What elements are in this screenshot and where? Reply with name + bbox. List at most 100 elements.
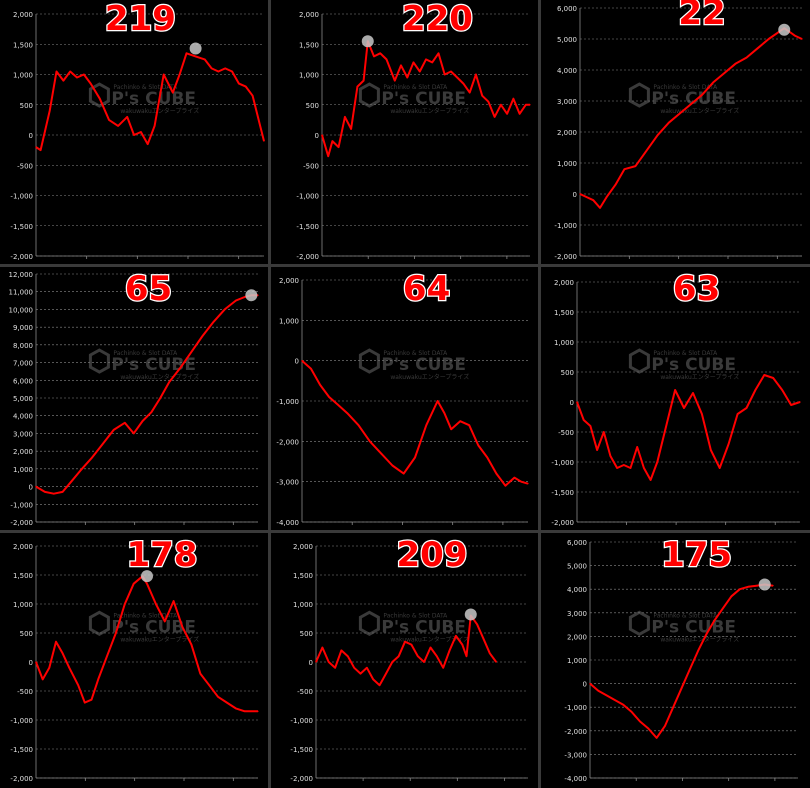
data-point [668, 122, 670, 124]
data-point [754, 389, 756, 391]
data-point [55, 641, 57, 643]
data-point [444, 73, 446, 76]
chart-panel-178: 2,000 1,500 1,000 500 0 -500 -1,000 -1,500 -2,00… [0, 532, 270, 788]
data-point [102, 443, 104, 445]
data-point [338, 146, 340, 148]
watermark-top: Pachinko & Slot DATA [383, 612, 448, 619]
y-tick-label: -2,000 [10, 775, 33, 783]
data-point [347, 655, 349, 657]
data-point [252, 95, 254, 97]
machine-number-label: 22 [678, 0, 725, 33]
data-point [623, 464, 625, 466]
watermark-brand: P's CUBE [381, 355, 466, 375]
data-point [224, 67, 226, 70]
y-tick-label: 500 [300, 630, 313, 638]
y-tick-label: 5,000 [557, 36, 577, 44]
data-point [487, 101, 489, 103]
y-tick-label: -2,000 [296, 253, 319, 261]
data-point [622, 704, 624, 706]
data-point [776, 32, 779, 34]
data-point [257, 294, 259, 296]
watermark-brand: P's CUBE [111, 355, 196, 375]
data-point [319, 384, 321, 386]
watermark-top: Pachinko & Slot DATA [383, 84, 448, 91]
data-point [403, 473, 405, 475]
data-point [745, 407, 748, 409]
data-point [327, 155, 329, 157]
y-tick-label: -3,000 [564, 751, 587, 759]
panel-divider [0, 530, 810, 533]
data-point [586, 196, 588, 198]
data-point [213, 321, 215, 323]
data-point [495, 661, 497, 663]
data-point [155, 603, 157, 605]
data-point [133, 432, 135, 435]
watermark-top: Pachinko & Slot DATA [113, 350, 178, 357]
data-point [359, 673, 362, 675]
data-point [334, 667, 336, 669]
chart-panel-22: 6,000 5,000 4,000 3,000 2,000 1,000 0 -1,000 -2,… [540, 0, 810, 266]
data-point [357, 424, 360, 426]
y-tick-label: -1,000 [10, 501, 33, 509]
data-point [712, 81, 714, 83]
peak-marker [758, 578, 771, 591]
data-point [373, 55, 375, 57]
y-tick-label: 10,000 [9, 306, 34, 314]
data-point [437, 400, 439, 402]
data-point [244, 296, 246, 298]
data-point [680, 687, 683, 689]
y-tick-label: 5,000 [567, 563, 587, 571]
data-point [385, 673, 387, 675]
data-point [489, 652, 491, 654]
data-point [649, 479, 652, 481]
data-point [115, 632, 117, 634]
y-tick-label: 1,000 [557, 160, 577, 168]
y-tick-label: -1,500 [10, 223, 33, 231]
data-point [525, 104, 527, 106]
y-tick-label: 8,000 [13, 342, 33, 350]
y-tick-label: -2,000 [10, 519, 33, 527]
data-point [412, 61, 415, 64]
data-point [647, 727, 649, 730]
data-point [328, 661, 330, 663]
data-point [692, 392, 694, 394]
data-point [664, 725, 666, 727]
data-point [469, 92, 471, 94]
data-point [79, 470, 81, 472]
data-point [730, 595, 733, 597]
y-tick-label: -500 [297, 688, 313, 696]
data-point [379, 684, 381, 686]
data-point [35, 146, 37, 148]
data-point [665, 425, 667, 427]
data-point [790, 32, 792, 34]
watermark-top: Pachinko & Slot DATA [653, 84, 718, 91]
y-tick-label: 3,000 [567, 610, 587, 618]
data-point [44, 491, 46, 493]
y-tick-label: -1,500 [551, 489, 574, 497]
data-point [672, 706, 674, 708]
y-tick-label: 0 [29, 659, 33, 667]
y-tick-label: -1,000 [551, 459, 574, 467]
y-tick-label: 2,000 [13, 11, 33, 19]
data-point [69, 70, 71, 73]
chart-svg: 2,000 1,000 0 -1,000 -2,000 -3,000 -4,000 Pachi… [276, 268, 529, 527]
y-tick-label: 2,000 [279, 277, 299, 285]
watermark-logo-icon [628, 610, 650, 636]
watermark-top: Pachinko & Slot DATA [113, 84, 178, 91]
data-point [697, 649, 699, 652]
data-point [153, 125, 156, 127]
data-point [55, 70, 58, 73]
data-point [179, 367, 181, 369]
y-tick-label: -1,000 [554, 222, 577, 230]
y-tick-label: 1,500 [293, 572, 313, 580]
data-point [723, 72, 725, 74]
data-point [579, 193, 581, 195]
data-point [164, 620, 166, 622]
data-point [674, 389, 676, 391]
data-point [353, 667, 355, 669]
data-point [204, 58, 206, 60]
watermark-brand: P's CUBE [651, 355, 736, 375]
